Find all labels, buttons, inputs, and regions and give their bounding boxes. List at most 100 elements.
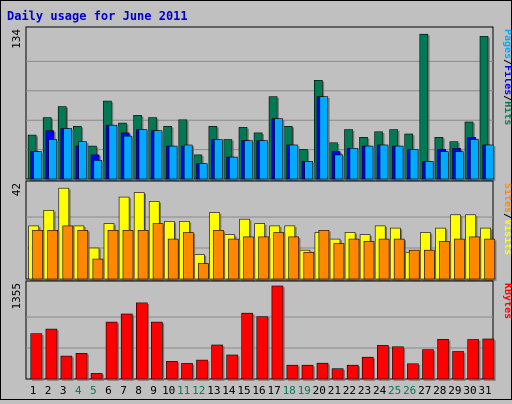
bar-pages — [93, 160, 103, 180]
bar-sites — [288, 236, 300, 280]
axis-title-part: KBytes — [502, 283, 511, 319]
bar-sites — [439, 241, 450, 280]
x-tick-label: 19 — [298, 384, 311, 397]
y-max-label: 1355 — [10, 283, 23, 310]
bar-kbytes — [196, 359, 208, 380]
bar-sites — [213, 230, 224, 280]
bar-pages — [63, 128, 73, 180]
x-tick-label: 2 — [45, 384, 52, 397]
axis-title-part: Visits — [502, 219, 511, 255]
x-tick-label: 27 — [418, 384, 431, 397]
x-tick-label: 13 — [207, 384, 220, 397]
panel-kbytes: 1355 KBytes — [10, 280, 512, 380]
bar-pages — [33, 151, 42, 180]
y-max-label: 42 — [10, 183, 23, 196]
bar-sites — [92, 258, 104, 280]
bar-pages — [244, 140, 253, 180]
bar-kbytes — [376, 345, 389, 380]
bar-kbytes — [241, 312, 253, 380]
x-tick-label: 7 — [120, 384, 127, 397]
x-tick-label: 30 — [463, 384, 476, 397]
bar-pages — [364, 145, 374, 180]
axis-title-part: Sites — [502, 183, 511, 213]
x-tick-label: 11 — [177, 384, 190, 397]
bar-pages — [138, 129, 148, 180]
bar-pages — [424, 161, 434, 180]
bar-kbytes — [226, 354, 238, 380]
bar-kbytes — [452, 351, 464, 380]
bar-kbytes — [120, 313, 133, 380]
x-tick-label: 10 — [162, 384, 175, 397]
bar-kbytes — [30, 333, 43, 380]
bar-sites — [273, 232, 285, 280]
panel-hits-files-pages: 134 Pages/Files/Hits — [10, 26, 512, 180]
bar-sites — [167, 238, 179, 280]
chart-title: Daily usage for June 2011 — [7, 9, 188, 23]
bar-sites — [423, 249, 435, 280]
bar-sites — [122, 230, 134, 280]
bar-sites — [243, 236, 254, 280]
x-tick-label: 8 — [135, 384, 142, 397]
bar-kbytes — [90, 373, 103, 380]
x-tick-label: 12 — [192, 384, 205, 397]
bar-sites — [152, 223, 164, 280]
bar-pages — [274, 118, 283, 180]
x-tick-label: 14 — [222, 384, 236, 397]
bar-pages — [349, 148, 359, 180]
bar-kbytes — [286, 364, 299, 380]
bar-sites — [107, 230, 119, 280]
bar-pages — [485, 144, 494, 180]
x-tick-label: 5 — [90, 384, 97, 397]
bar-pages — [198, 163, 208, 180]
x-tick-label: 18 — [283, 384, 296, 397]
bar-sites — [62, 225, 74, 280]
bar-kbytes — [361, 356, 374, 380]
bar-pages — [334, 154, 344, 180]
x-tick-label: 3 — [60, 384, 67, 397]
axis-title: Pages/Files/Hits — [502, 29, 511, 125]
bar-sites — [469, 236, 480, 280]
bar-pages — [304, 161, 314, 180]
bar-sites — [318, 230, 330, 280]
y-max-label: 134 — [10, 29, 23, 49]
bar-kbytes — [136, 302, 148, 380]
bar-kbytes — [105, 321, 118, 380]
x-axis-labels: 1 2 3 4 5 6 7 8 9 10 11 12 13 14 15 16 17 18 19 20 21 22 23 24 2… — [30, 384, 492, 397]
bar-pages — [108, 124, 118, 180]
bar-kbytes — [437, 338, 449, 380]
bar-kbytes — [316, 362, 329, 380]
x-tick-label: 23 — [358, 384, 371, 397]
bar-sites — [408, 249, 420, 280]
x-tick-label: 28 — [433, 384, 446, 397]
bar-sites — [303, 252, 315, 280]
bar-pages — [379, 144, 389, 180]
x-tick-label: 24 — [373, 384, 387, 397]
bar-kbytes — [151, 321, 163, 380]
axis-title-part: Pages — [502, 29, 511, 59]
bar-kbytes — [166, 360, 178, 380]
bar-pages — [168, 145, 178, 180]
bar-kbytes — [181, 363, 193, 380]
bar-sites — [77, 230, 89, 280]
x-tick-label: 21 — [328, 384, 341, 397]
x-tick-label: 4 — [75, 384, 82, 397]
axis-title: KBytes — [502, 283, 511, 319]
bar-hits — [419, 33, 429, 180]
bar-pages — [319, 96, 329, 180]
bar-pages — [394, 145, 404, 180]
x-tick-label: 1 — [30, 384, 37, 397]
bar-pages — [214, 139, 223, 180]
bar-pages — [153, 130, 163, 180]
x-tick-label: 29 — [448, 384, 461, 397]
bar-sites — [137, 230, 149, 280]
series-pages — [33, 96, 494, 180]
bar-sites — [198, 263, 209, 280]
x-tick-label: 20 — [313, 384, 326, 397]
bar-kbytes — [75, 352, 88, 380]
bar-pages — [48, 139, 57, 180]
series-kbytes — [30, 285, 495, 380]
bar-pages — [289, 144, 298, 180]
bar-kbytes — [346, 364, 359, 380]
bar-pages — [229, 156, 238, 180]
